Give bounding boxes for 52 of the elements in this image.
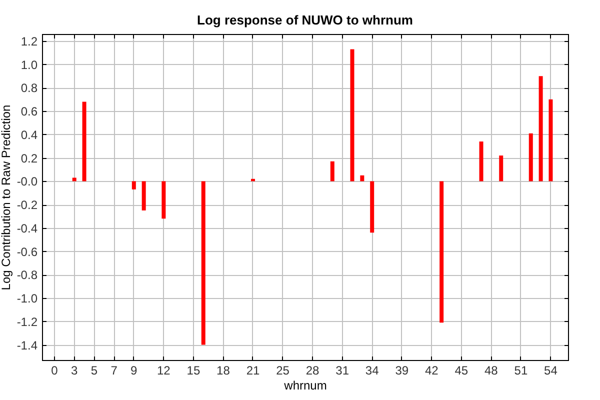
bar [499, 156, 504, 182]
x-tick-label: 18 [216, 364, 230, 378]
bar [370, 181, 374, 233]
x-tick-label: 42 [424, 364, 439, 378]
x-tick-label: 48 [484, 364, 498, 378]
y-tick-label: -0.2 [16, 198, 38, 212]
y-tick-label: 0.8 [20, 81, 38, 96]
x-tick-label: 54 [544, 364, 558, 378]
x-tick-label: 34 [365, 364, 380, 378]
bar [82, 102, 86, 182]
bar [548, 99, 553, 182]
y-tick-label: 1.2 [20, 34, 38, 49]
y-axis-title: Log Contribution to Raw Prediction [0, 104, 13, 290]
bar [132, 181, 136, 190]
bar [479, 142, 484, 182]
bar [72, 178, 76, 182]
x-tick-label: 21 [246, 364, 260, 378]
bar [440, 181, 444, 323]
bar [360, 175, 364, 182]
y-tick-label: 0.6 [20, 104, 38, 119]
x-tick-label: 12 [156, 364, 171, 378]
bar [162, 181, 166, 219]
y-tick-label: -0.6 [16, 244, 38, 259]
y-tick-label: 0.2 [20, 151, 38, 166]
y-tick-label: -0.8 [16, 268, 38, 282]
x-tick-label: 0 [51, 364, 58, 378]
y-tick-label: -1.0 [16, 292, 38, 306]
x-tick-label: 3 [71, 364, 78, 378]
chart-title: Log response of NUWO to whrnum [197, 12, 413, 28]
x-tick-label: 51 [514, 364, 528, 378]
y-tick-label: 1.0 [20, 58, 38, 72]
x-tick-label: 25 [276, 364, 290, 378]
y-tick-label: -0.0 [16, 174, 38, 189]
bar [350, 49, 354, 182]
y-tick-label: -0.4 [16, 221, 38, 236]
bar [330, 161, 334, 182]
bar [538, 76, 543, 182]
bar [528, 133, 533, 182]
y-tick-label: 0.4 [20, 128, 38, 142]
x-tick-label: 31 [336, 364, 350, 378]
y-tick-label: -1.4 [16, 338, 38, 352]
bar [142, 181, 146, 210]
x-tick-label: 28 [306, 364, 320, 378]
x-tick-label: 45 [454, 364, 468, 378]
x-tick-label: 5 [90, 364, 98, 378]
bar [201, 181, 206, 345]
x-tick-label: 9 [130, 364, 138, 378]
x-tick-label: 15 [186, 364, 200, 378]
x-tick-label: 39 [395, 364, 409, 378]
x-axis-title: whrnum [283, 378, 327, 392]
y-tick-label: -1.2 [16, 314, 38, 329]
x-tick-label: 7 [110, 364, 118, 378]
